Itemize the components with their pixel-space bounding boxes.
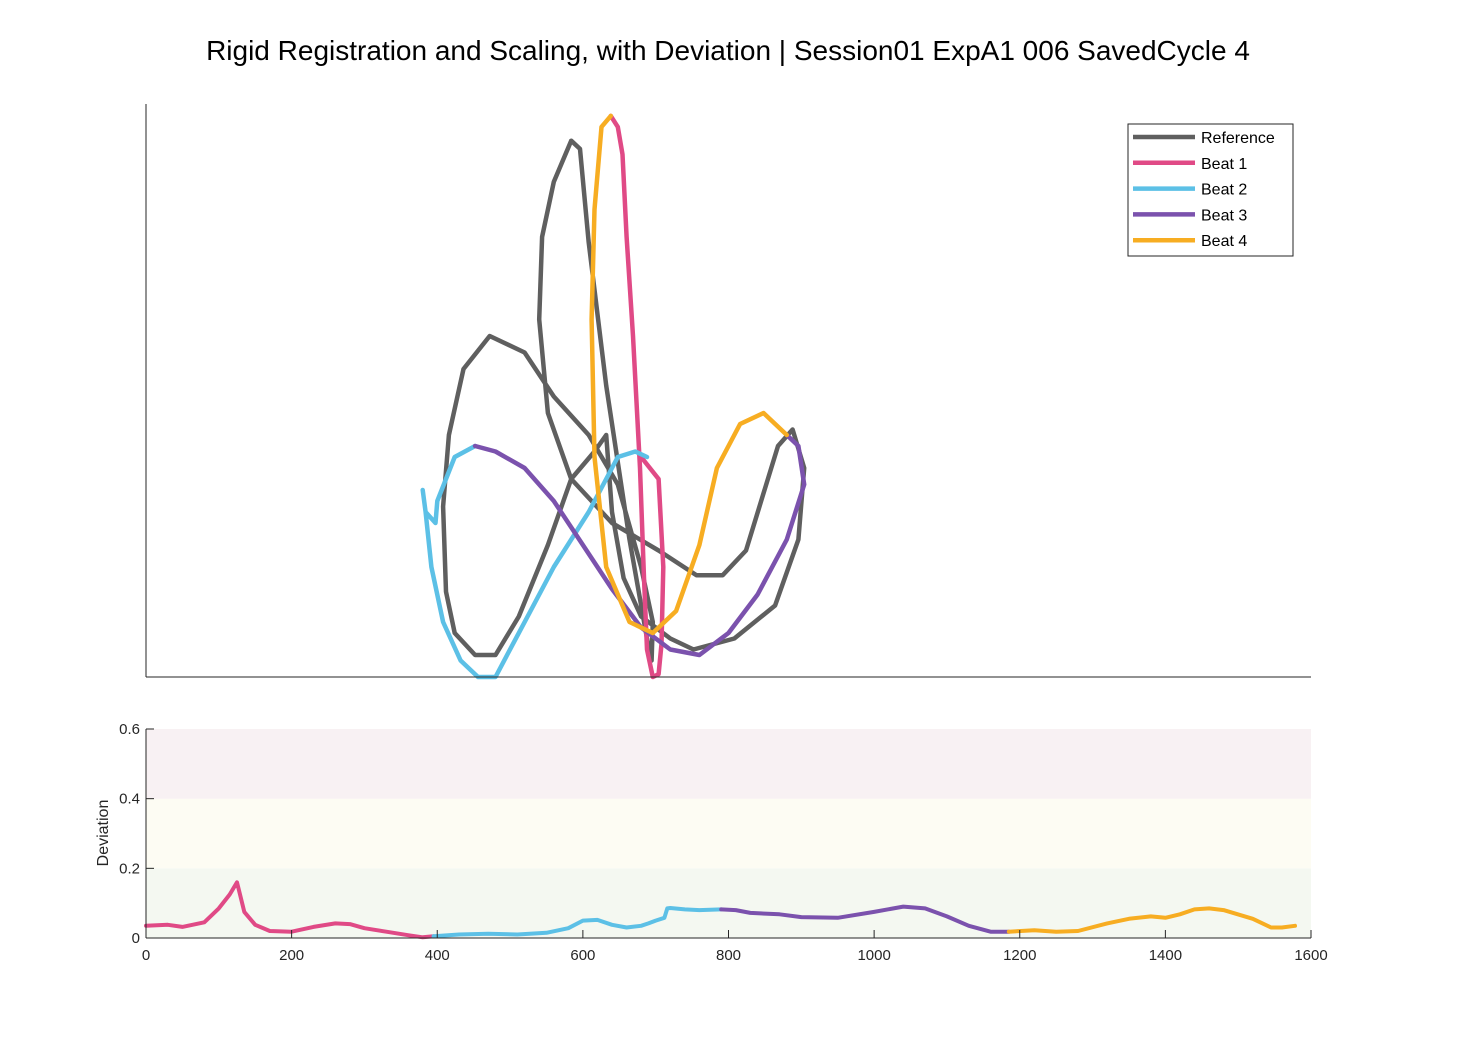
- curve-beat-3: [472, 432, 807, 658]
- deviation-line-beat-3: [719, 904, 1011, 934]
- curve-beat-1: [608, 113, 666, 680]
- deviation-lines: [144, 880, 1297, 940]
- deviation-ticks: 0 200 400 600 800 1000 1200 1400 1600 0 0.2 0.4 0.6: [119, 721, 1328, 964]
- deviation-bands: [146, 729, 1311, 938]
- legend-label-beat-4: Beat 4: [1201, 233, 1247, 250]
- legend-label-beat-2: Beat 2: [1201, 182, 1247, 199]
- x-tick-label: 200: [279, 947, 304, 964]
- legend-label-beat-3: Beat 3: [1201, 207, 1247, 224]
- registration-curves: [420, 113, 807, 680]
- deviation-plot: 0 200 400 600 800 1000 1200 1400 160000.20.40.6 …: [95, 721, 1328, 964]
- legend: Reference Beat 1 Beat 2 Beat 3 Beat 4: [1127, 123, 1294, 257]
- deviation-line-beat-4: [1006, 906, 1297, 934]
- x-tick-label: 400: [425, 947, 450, 964]
- legend-box: [1127, 123, 1294, 257]
- legend-entries: Reference Beat 1 Beat 2 Beat 3 Beat 4: [1133, 130, 1275, 250]
- x-tick-label: 1600: [1294, 947, 1327, 964]
- x-tick-label: 1200: [1003, 947, 1036, 964]
- registration-plot: Reference Beat 1 Beat 2 Beat 3 Beat 4: [145, 104, 1311, 680]
- y-tick-label: 0: [132, 930, 140, 947]
- figure-title: Rigid Registration and Scaling, with Dev…: [206, 35, 1250, 66]
- deviation-band-2: [146, 729, 1311, 799]
- curve-beat-4: [589, 113, 790, 636]
- deviation-line-beat-2: [431, 906, 724, 939]
- x-tick-label: 1000: [857, 947, 890, 964]
- y-tick-label: 0.2: [119, 860, 140, 877]
- y-tick-label: 0.6: [119, 721, 140, 738]
- x-tick-label: 0: [142, 947, 150, 964]
- deviation-ylabel: Deviation: [95, 800, 112, 867]
- legend-label-beat-1: Beat 1: [1201, 156, 1247, 173]
- curve-reference: [440, 138, 807, 663]
- y-tick-label: 0.4: [119, 791, 140, 808]
- deviation-band-1: [146, 798, 1311, 869]
- x-tick-label: 800: [716, 947, 741, 964]
- x-tick-label: 600: [570, 947, 595, 964]
- curve-beat-2: [420, 443, 650, 680]
- deviation-line-beat-1: [144, 880, 436, 940]
- x-tick-label: 1400: [1149, 947, 1182, 964]
- deviation-band-0: [146, 868, 1311, 938]
- legend-label-reference: Reference: [1201, 130, 1275, 147]
